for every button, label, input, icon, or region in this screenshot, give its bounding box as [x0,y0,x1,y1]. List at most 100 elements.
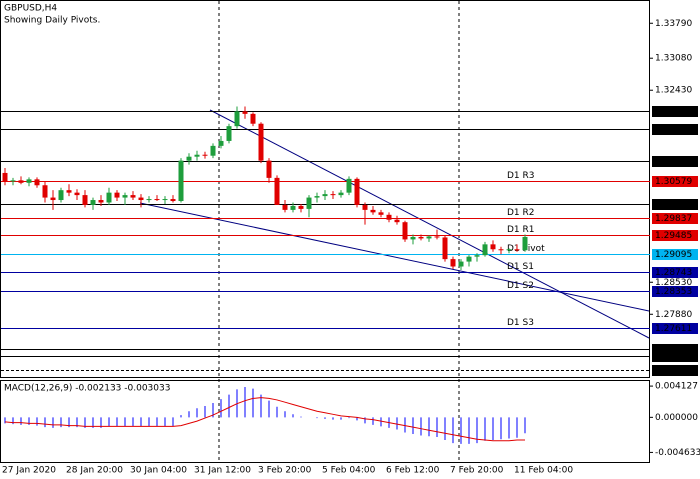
level-label-box [652,344,698,355]
x-tick-label: 6 Feb 12:00 [386,466,440,476]
candle-body [386,214,392,220]
candle-body [306,197,312,209]
x-tick-label: 7 Feb 20:00 [450,466,504,476]
candle-body [42,185,48,198]
candle-body [82,195,88,205]
level-label: 1.29837 [655,214,692,224]
level-label-box [652,106,698,117]
candle-body [282,204,288,210]
level-label: 1.27178 [655,345,692,355]
candle-body [170,199,176,202]
candle-body [74,192,80,196]
level-label: 1.26747 [655,366,692,376]
candle-body [290,205,296,210]
candle-body [66,190,72,193]
candle-body [266,160,272,178]
candle-body [194,154,200,157]
candle-body [146,199,152,201]
candle-body [450,259,456,267]
x-tick-label: 27 Jan 2020 [2,466,56,476]
x-tick-label: 11 Feb 04:00 [514,466,573,476]
candle-body [226,126,232,141]
candle-body [154,199,160,201]
candle-body [274,177,280,205]
candle-body [442,237,448,260]
y-tick-label: 1.33080 [655,54,692,64]
candle-body [178,160,184,202]
candle-body [514,249,520,251]
level-name: D1 R1 [507,225,535,235]
candle-body [426,236,432,239]
level-label: 1.28353 [655,287,692,297]
candle-body [234,111,240,127]
level-label: 1.32000 [655,107,692,117]
candle-body [58,190,64,201]
level-label: 1.29485 [655,231,692,241]
chart-subtitle: Showing Daily Pivots. [4,16,100,26]
candle-body [34,179,40,186]
candle-body [162,199,168,201]
level-label-box [652,124,698,135]
level-label-box [652,156,698,167]
candle-body [402,222,408,240]
candle-body [242,111,248,114]
candle-body [370,209,376,213]
candle-body [314,196,320,198]
candle-body [338,192,344,196]
candle-body [434,236,440,238]
candle-body [18,180,24,183]
x-tick-label: 28 Jan 20:00 [66,466,123,476]
candle-body [346,178,352,193]
candle-body [10,180,16,182]
y-tick-label: -0.004633 [655,448,700,458]
level-label-box [652,230,698,241]
candle-body [98,200,104,203]
y-tick-label: 0.004127 [655,382,698,392]
candle-body [418,236,424,239]
candle-body [202,154,208,156]
level-label-box [652,176,698,187]
level-label: 1.29095 [655,250,692,260]
candle-body [322,194,328,197]
level-label: 1.30115 [655,200,692,210]
level-label-box [652,286,698,297]
candle-body [394,219,400,223]
candle-body [258,123,264,161]
level-label: 1.31645 [655,125,692,135]
candle-body [114,192,120,198]
level-name: D1 R2 [507,208,535,218]
level-name: D1 S3 [507,318,534,328]
candle-body [138,197,144,201]
y-tick-label: 0.000000 [655,413,698,423]
trend-line [209,109,650,339]
level-label: 1.31000 [655,157,692,167]
level-label-box [652,323,698,334]
candle-body [362,204,368,210]
candle-body [410,236,416,240]
level-label: 1.27035 [655,352,692,362]
candle-body [482,244,488,256]
candle-body [378,212,384,215]
candle-body [210,145,216,156]
level-label: 1.28743 [655,268,692,278]
chart-title: GBPUSD,H4 [4,4,57,14]
candle-body [50,197,56,201]
level-name: D1 S2 [507,281,534,291]
candle-body [186,156,192,161]
candle-body [498,249,504,251]
signal-line [4,397,525,442]
x-tick-label: 5 Feb 04:00 [322,466,376,476]
candle-body [506,249,512,251]
trend-line [139,202,650,312]
level-label-box [652,351,698,362]
y-tick-label: 1.27880 [655,310,692,320]
x-tick-label: 3 Feb 20:00 [258,466,312,476]
candle-body [218,140,224,146]
candle-body [2,172,8,182]
level-label-box [652,365,698,376]
candle-body [474,255,480,257]
level-label-box [652,213,698,224]
macd-panel [0,380,650,463]
